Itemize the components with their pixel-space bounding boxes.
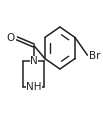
Text: NH: NH xyxy=(26,82,42,92)
Text: O: O xyxy=(6,33,15,43)
Text: N: N xyxy=(30,56,38,66)
Text: Br: Br xyxy=(89,51,101,61)
